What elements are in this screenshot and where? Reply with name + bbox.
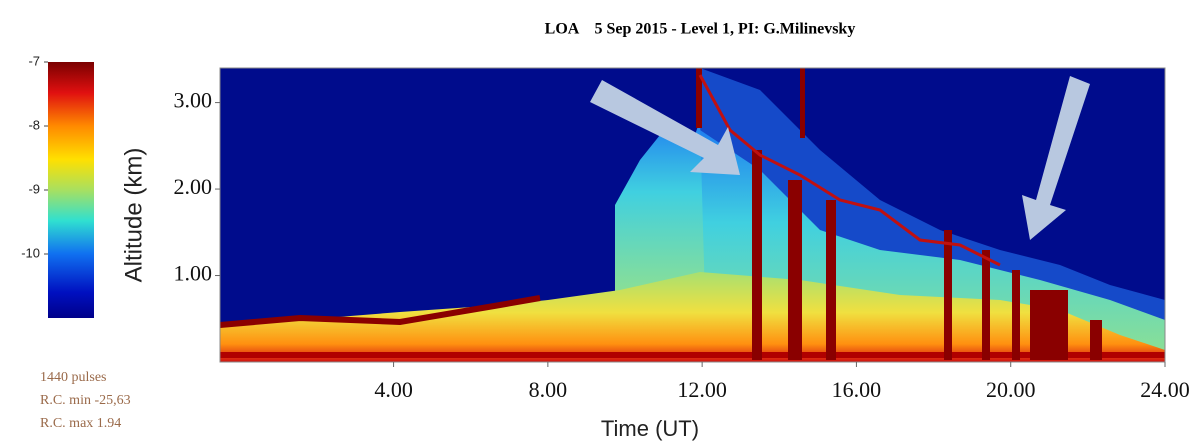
y-axis-label: Altitude (km) — [120, 148, 147, 283]
x-tick-label: 16.00 — [832, 377, 882, 402]
x-tick-label: 24.00 — [1140, 377, 1190, 402]
x-tick-label: 4.00 — [374, 377, 413, 402]
annotation: 1440 pulses — [40, 370, 107, 385]
x-axis-label: Time (UT) — [601, 416, 699, 441]
y-tick-label: 3.00 — [174, 88, 213, 113]
annotation: R.C. max 1.94 — [40, 416, 121, 431]
colorbar-tick-label: -7 — [28, 53, 40, 68]
annotation: R.C. min -25,63 — [40, 393, 131, 408]
x-tick-label: 20.00 — [986, 377, 1036, 402]
x-tick-label: 8.00 — [529, 377, 568, 402]
colorbar — [48, 62, 94, 318]
colorbar-tick-label: -9 — [28, 181, 40, 196]
heatmap-image — [220, 68, 1165, 362]
colorbar-tick-label: -10 — [21, 245, 40, 260]
x-tick-label: 12.00 — [677, 377, 727, 402]
plot-frame — [219, 67, 1166, 363]
chart-title: LOA 5 Sep 2015 - Level 1, PI: G.Milinevs… — [545, 21, 856, 38]
y-tick-label: 2.00 — [174, 174, 213, 199]
y-tick-label: 1.00 — [174, 261, 213, 286]
colorbar-tick-label: -8 — [28, 117, 40, 132]
arrows — [590, 76, 1090, 240]
